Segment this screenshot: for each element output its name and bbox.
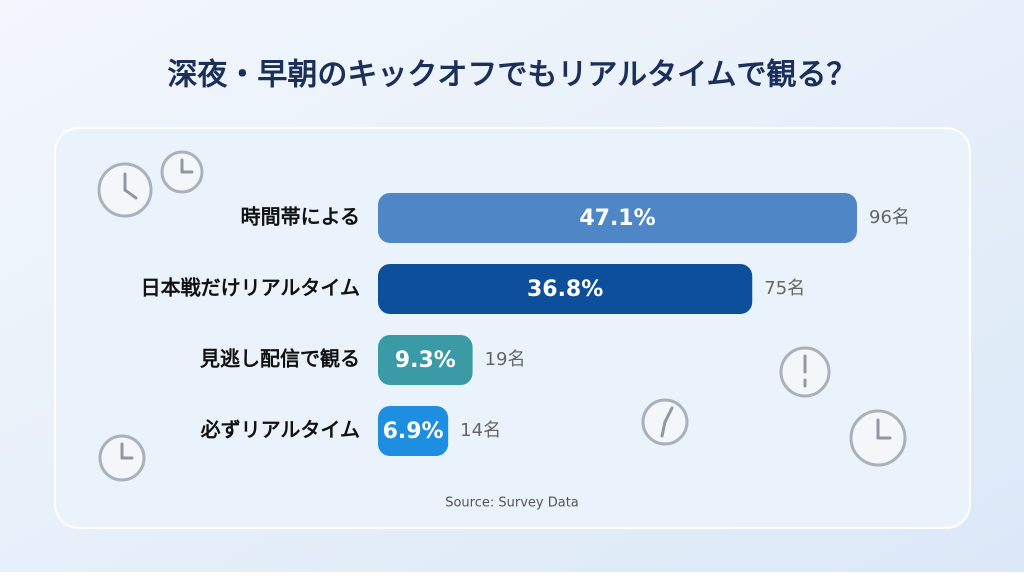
bar bbox=[378, 264, 753, 314]
category-label: 日本戦だけリアルタイム bbox=[141, 276, 360, 300]
count-label: 19名 bbox=[485, 349, 526, 370]
category-label: 見逃し配信で観る bbox=[200, 347, 360, 371]
category-label: 時間帯による bbox=[241, 205, 360, 229]
source-note: Source: Survey Data bbox=[445, 496, 579, 511]
value-label: 9.3% bbox=[395, 348, 456, 373]
count-label: 14名 bbox=[460, 420, 501, 441]
value-label: 6.9% bbox=[383, 419, 444, 444]
bar bbox=[378, 193, 857, 243]
value-label: 36.8% bbox=[527, 277, 603, 302]
bar bbox=[378, 335, 473, 385]
count-label: 96名 bbox=[869, 207, 910, 228]
category-label: 必ずリアルタイム bbox=[200, 418, 360, 442]
chart-title: 深夜・早朝のキックオフでもリアルタイムで観る？ bbox=[167, 58, 856, 93]
count-label: 75名 bbox=[764, 278, 805, 299]
value-label: 47.1% bbox=[579, 206, 655, 231]
bar bbox=[378, 406, 449, 456]
clock-icons bbox=[97, 150, 907, 482]
